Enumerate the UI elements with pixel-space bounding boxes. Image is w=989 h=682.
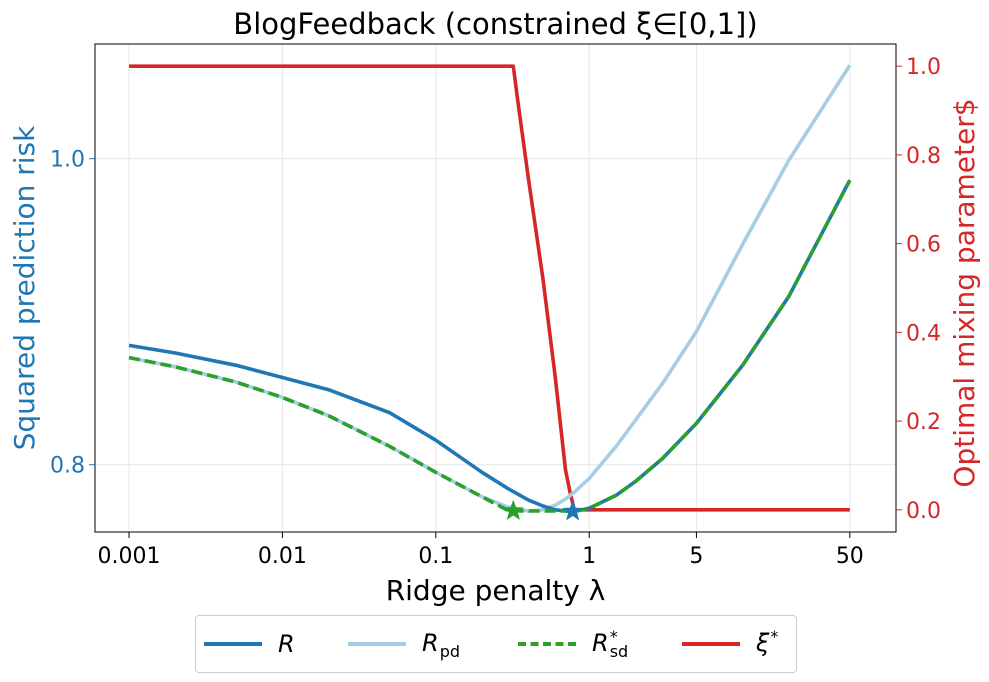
legend-item: R * sd <box>518 616 628 672</box>
y-right-tick-label: 0.8 <box>906 144 941 169</box>
legend-swatch <box>348 642 406 646</box>
y-axis-left: 0.8 1.0 <box>50 148 95 479</box>
legend-swatch <box>204 642 262 646</box>
legend-item: R <box>204 616 295 672</box>
legend-label: ξ * <box>756 627 779 658</box>
legend-label: R pd <box>422 629 460 661</box>
y-right-tick-label: 0.6 <box>906 233 941 258</box>
y-right-tick-label: 0.4 <box>906 321 941 346</box>
grid <box>95 44 896 532</box>
x-axis-label: Ridge penalty λ <box>386 574 606 607</box>
legend: R R pd R * sd ξ * <box>195 615 797 673</box>
x-axis: 0.001 0.01 0.1 1 5 50 <box>98 532 864 569</box>
series-xi-line <box>129 64 850 512</box>
legend-item: R pd <box>348 616 460 672</box>
y-right-tick-label: 0.0 <box>906 499 941 524</box>
x-tick-label: 0.1 <box>418 544 453 569</box>
y-axis-right-label: Optimal mixing parameter$ <box>948 98 981 487</box>
marker-layer <box>502 499 584 521</box>
series-r-line <box>128 179 852 514</box>
x-tick-label: 1 <box>582 544 596 569</box>
y-left-tick-label: 1.0 <box>50 148 85 173</box>
legend-label: R * sd <box>592 627 629 661</box>
y-right-tick-label: 0.2 <box>906 410 941 435</box>
y-axis-right: 0.0 0.2 0.4 0.6 0.8 1.0 <box>896 55 941 524</box>
y-right-tick-label: 1.0 <box>906 55 941 80</box>
series-r-pd-line <box>128 64 852 513</box>
plot-frame <box>94 43 897 533</box>
series-r-sd-line <box>128 179 852 514</box>
series-layer <box>128 64 852 514</box>
y-axis-left-label: Squared prediction risk <box>8 125 41 451</box>
legend-swatch <box>682 642 740 646</box>
y-left-tick-label: 0.8 <box>50 454 85 479</box>
legend-swatch <box>518 642 576 646</box>
x-tick-label: 50 <box>836 544 864 569</box>
min-star-marker <box>561 500 584 521</box>
legend-item: ξ * <box>682 616 778 672</box>
x-tick-label: 5 <box>689 544 703 569</box>
x-tick-label: 0.01 <box>258 544 307 569</box>
legend-label: R <box>278 630 295 658</box>
x-tick-label: 0.001 <box>98 544 161 569</box>
min-star-marker <box>502 499 524 520</box>
chart-title: BlogFeedback (constrained ξ∈[0,1]) <box>233 7 757 41</box>
